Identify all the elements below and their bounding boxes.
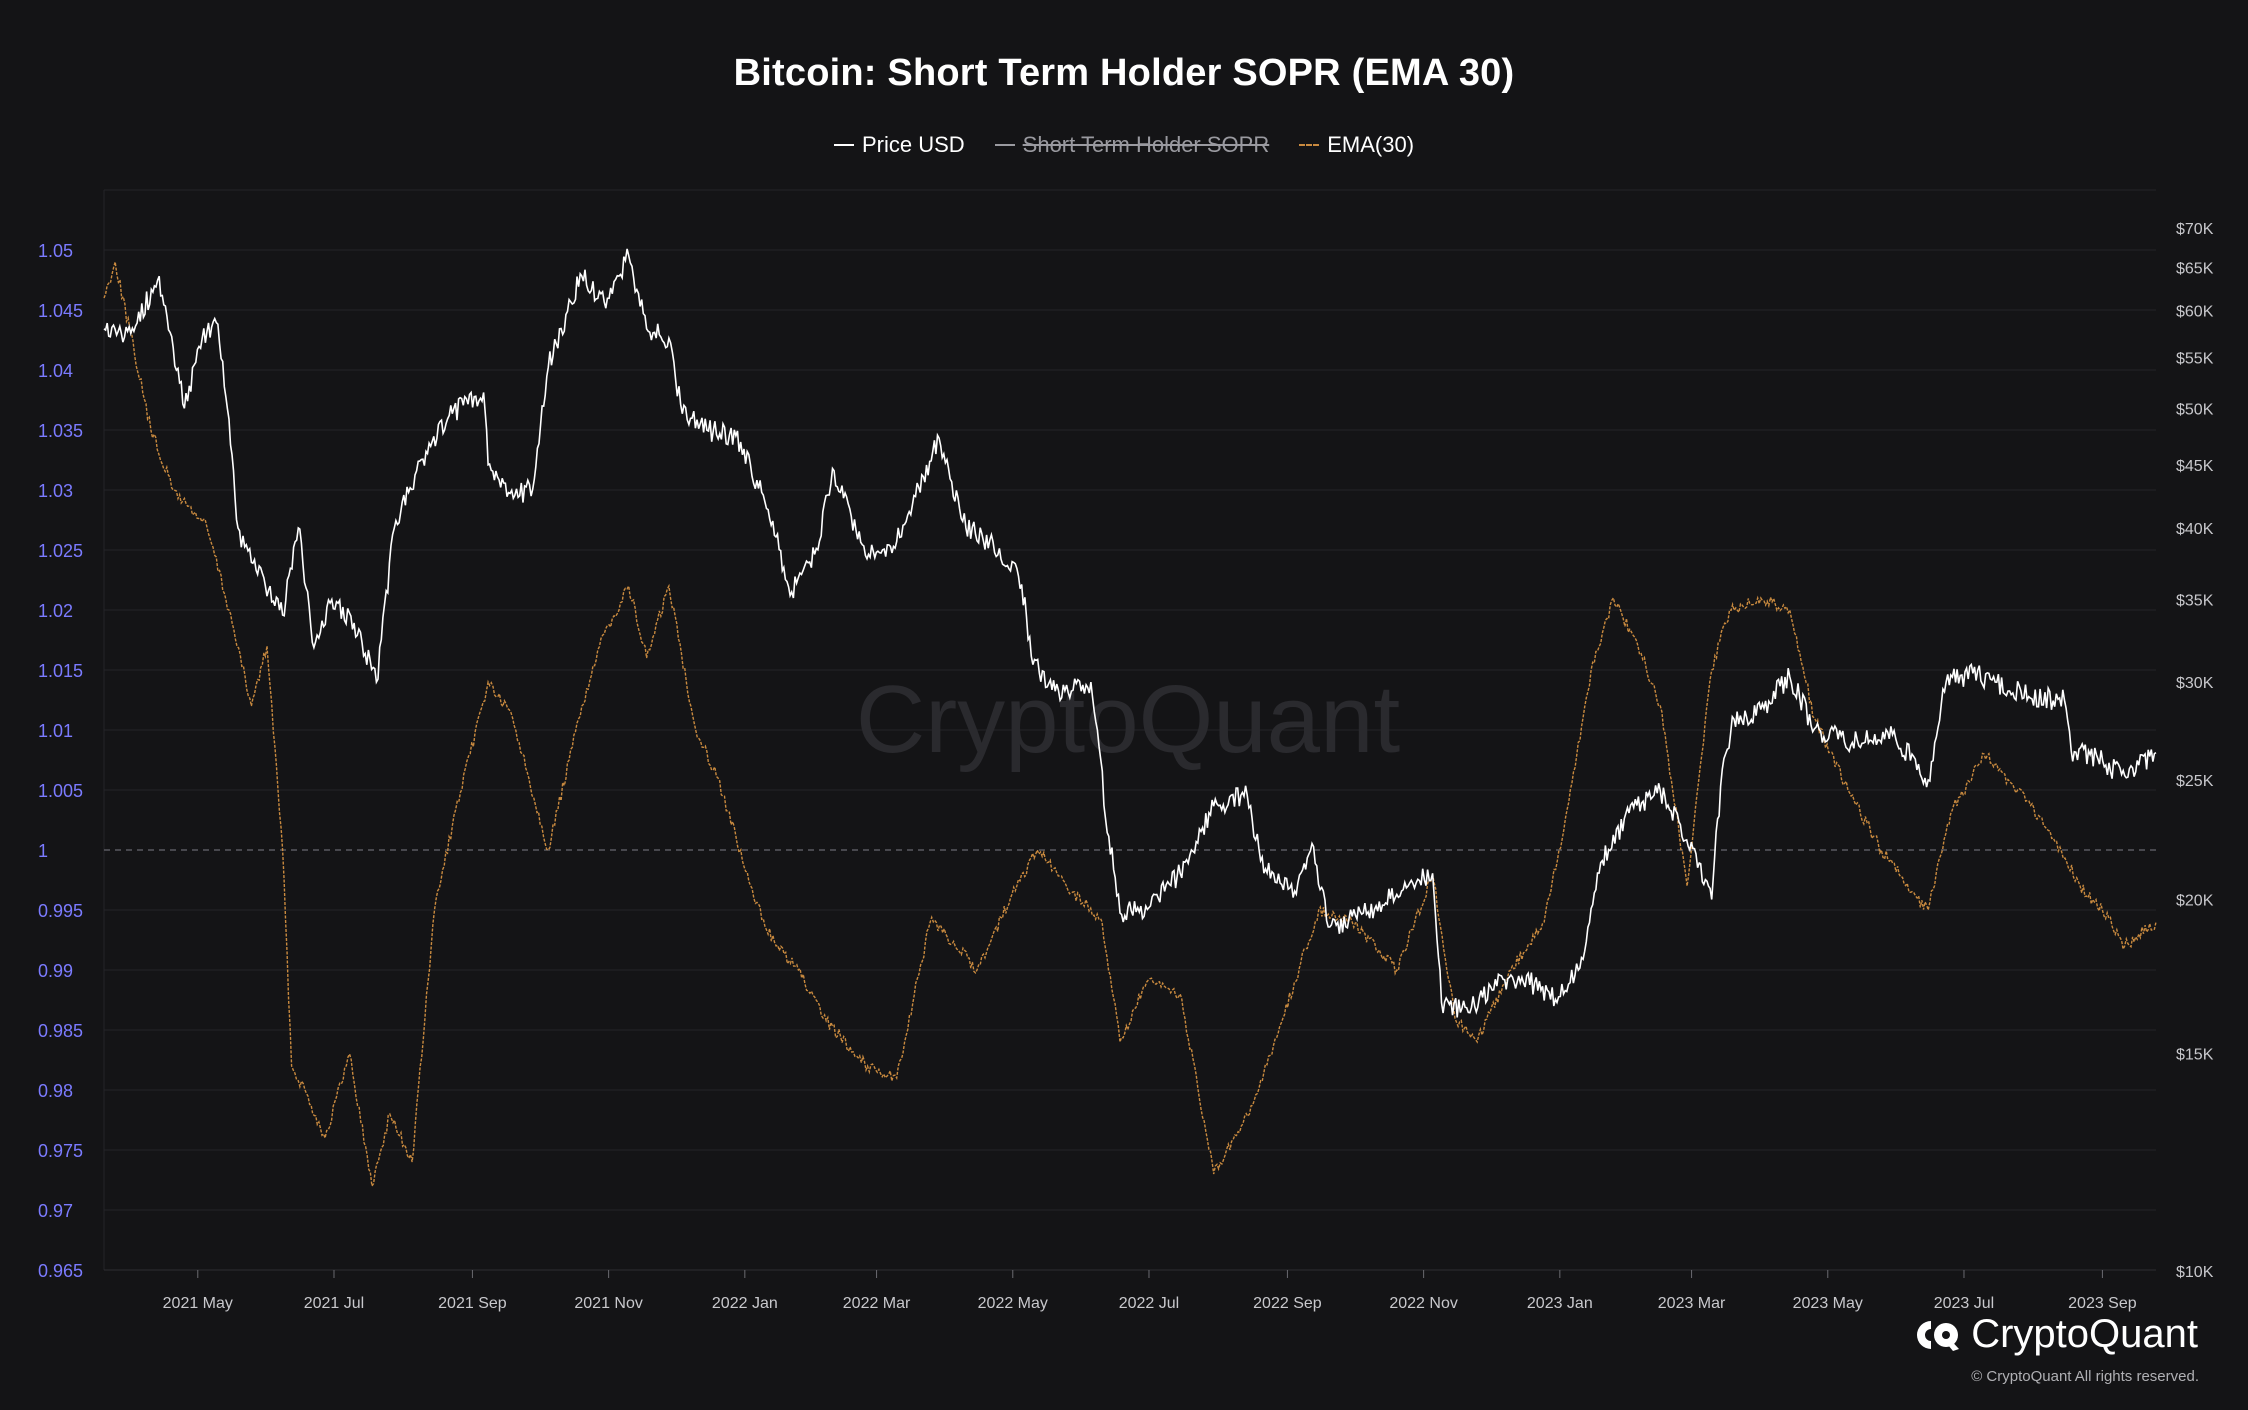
left-tick-label: 1.05 (38, 241, 73, 261)
left-tick-label: 1.02 (38, 601, 73, 621)
right-tick-label: $50K (2176, 401, 2214, 418)
right-tick-label: $45K (2176, 458, 2214, 475)
right-tick-label: $70K (2176, 221, 2214, 238)
x-tick-label: 2023 Jan (1527, 1295, 1593, 1312)
right-tick-label: $10K (2176, 1264, 2214, 1281)
right-tick-label: $40K (2176, 521, 2214, 538)
left-tick-label: 1.04 (38, 361, 73, 381)
logo-text: CryptoQuant (1971, 1312, 2198, 1356)
x-tick-label: 2022 Nov (1389, 1295, 1458, 1312)
x-tick-label: 2022 May (978, 1295, 1048, 1312)
left-tick-label: 0.99 (38, 961, 73, 981)
cryptoquant-logo[interactable]: CryptoQuant (1913, 1312, 2198, 1357)
x-axis: 2021 May 2021 Jul 2021 Sep 2021 Nov 2022 Jan… (104, 1269, 2156, 1312)
left-tick-label: 0.965 (38, 1261, 83, 1281)
x-tick-label: 2021 Jul (304, 1295, 365, 1312)
series-layer (103, 248, 2157, 1188)
watermark: CryptoQuant (856, 666, 1400, 773)
right-tick-label: $55K (2176, 350, 2214, 367)
chart-title: Bitcoin: Short Term Holder SOPR (EMA 30) (733, 52, 1515, 94)
left-tick-label: 0.995 (38, 901, 83, 921)
legend-item-sth-sopr[interactable]: Short Term Holder SOPR (994, 132, 1270, 158)
series-price-usd-line (103, 248, 2157, 1018)
x-tick-label: 2023 Jul (1934, 1295, 1995, 1312)
right-tick-label: $25K (2176, 773, 2214, 790)
chart-legend: Price USD Short Term Holder SOPR EMA(30) (0, 132, 2248, 158)
copyright-notice: © CryptoQuant All rights reserved. (1971, 1368, 2199, 1385)
legend-item-price-usd[interactable]: Price USD (833, 132, 965, 158)
legend-label-sth-sopr: Short Term Holder SOPR (1022, 132, 1270, 157)
left-tick-label: 1.025 (38, 541, 83, 561)
legend-label-ema30: EMA(30) (1327, 132, 1415, 157)
left-tick-label: 1.045 (38, 301, 83, 321)
x-tick-label: 2023 Mar (1658, 1295, 1726, 1312)
x-tick-label: 2022 Jan (712, 1295, 778, 1312)
legend-swatch-sth-sopr (994, 144, 1015, 146)
left-tick-label: 1.005 (38, 781, 83, 801)
left-tick-label: 1.015 (38, 661, 83, 681)
legend-label-price-usd: Price USD (861, 132, 965, 157)
left-tick-label: 1 (38, 841, 48, 861)
right-axis: $70K $65K $60K $55K $50K $45K $40K $35K $30K $25K… (2176, 221, 2214, 1281)
x-tick-label: 2023 May (1793, 1295, 1863, 1312)
right-tick-label: $30K (2176, 675, 2214, 692)
x-tick-label: 2022 Mar (843, 1295, 911, 1312)
x-tick-label: 2021 May (163, 1295, 233, 1312)
right-tick-label: $60K (2176, 304, 2214, 321)
x-tick-label: 2021 Nov (574, 1295, 643, 1312)
x-tick-label: 2022 Sep (1253, 1295, 1322, 1312)
left-tick-label: 0.97 (38, 1201, 73, 1221)
left-tick-label: 0.985 (38, 1021, 83, 1041)
left-tick-label: 1.035 (38, 421, 83, 441)
left-tick-label: 1.01 (38, 721, 73, 741)
right-tick-label: $35K (2176, 593, 2214, 610)
left-axis: 1.05 1.045 1.04 1.035 1.03 1.025 1.02 1.015 1.01… (38, 241, 83, 1281)
series-ema30-line (103, 261, 2157, 1188)
right-tick-label: $15K (2176, 1047, 2214, 1064)
left-tick-label: 1.03 (38, 481, 73, 501)
x-tick-label: 2021 Sep (438, 1295, 507, 1312)
legend-swatch-ema30 (1299, 144, 1320, 146)
x-tick-label: 2022 Jul (1119, 1295, 1180, 1312)
right-tick-label: $20K (2176, 892, 2214, 909)
right-tick-label: $65K (2176, 261, 2214, 278)
legend-item-ema30[interactable]: EMA(30) (1299, 132, 1414, 158)
cryptoquant-logo-icon (1917, 1320, 1960, 1351)
left-tick-label: 0.98 (38, 1081, 73, 1101)
left-tick-label: 0.975 (38, 1141, 83, 1161)
legend-swatch-price-usd (833, 144, 854, 146)
x-tick-label: 2023 Sep (2068, 1295, 2137, 1312)
